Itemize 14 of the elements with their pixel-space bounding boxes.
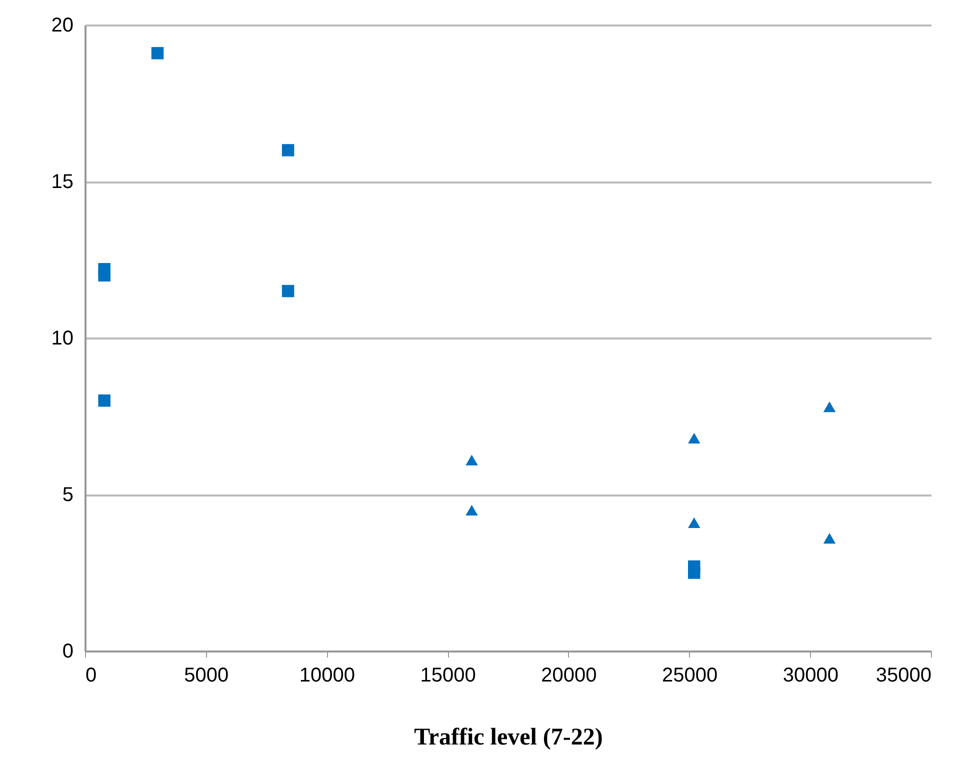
x-tick-label: 0 [86, 664, 97, 686]
y-tick-label: 15 [51, 171, 74, 193]
x-tick-label: 20000 [541, 664, 597, 686]
y-tick-label: 20 [51, 14, 74, 36]
x-tick-label: 25000 [662, 664, 718, 686]
x-axis-title: Traffic level (7-22) [414, 724, 603, 750]
y-tick-label: 10 [51, 328, 74, 350]
x-tick-label: 10000 [299, 664, 356, 686]
x-tick-label: 30000 [782, 664, 838, 686]
x-tick-label: 35000 [876, 664, 932, 686]
y-tick-label: 5 [62, 484, 74, 506]
x-tick-label: 15000 [420, 664, 476, 686]
y-tick-label: 0 [62, 640, 74, 662]
x-tick-label: 5000 [184, 664, 229, 686]
